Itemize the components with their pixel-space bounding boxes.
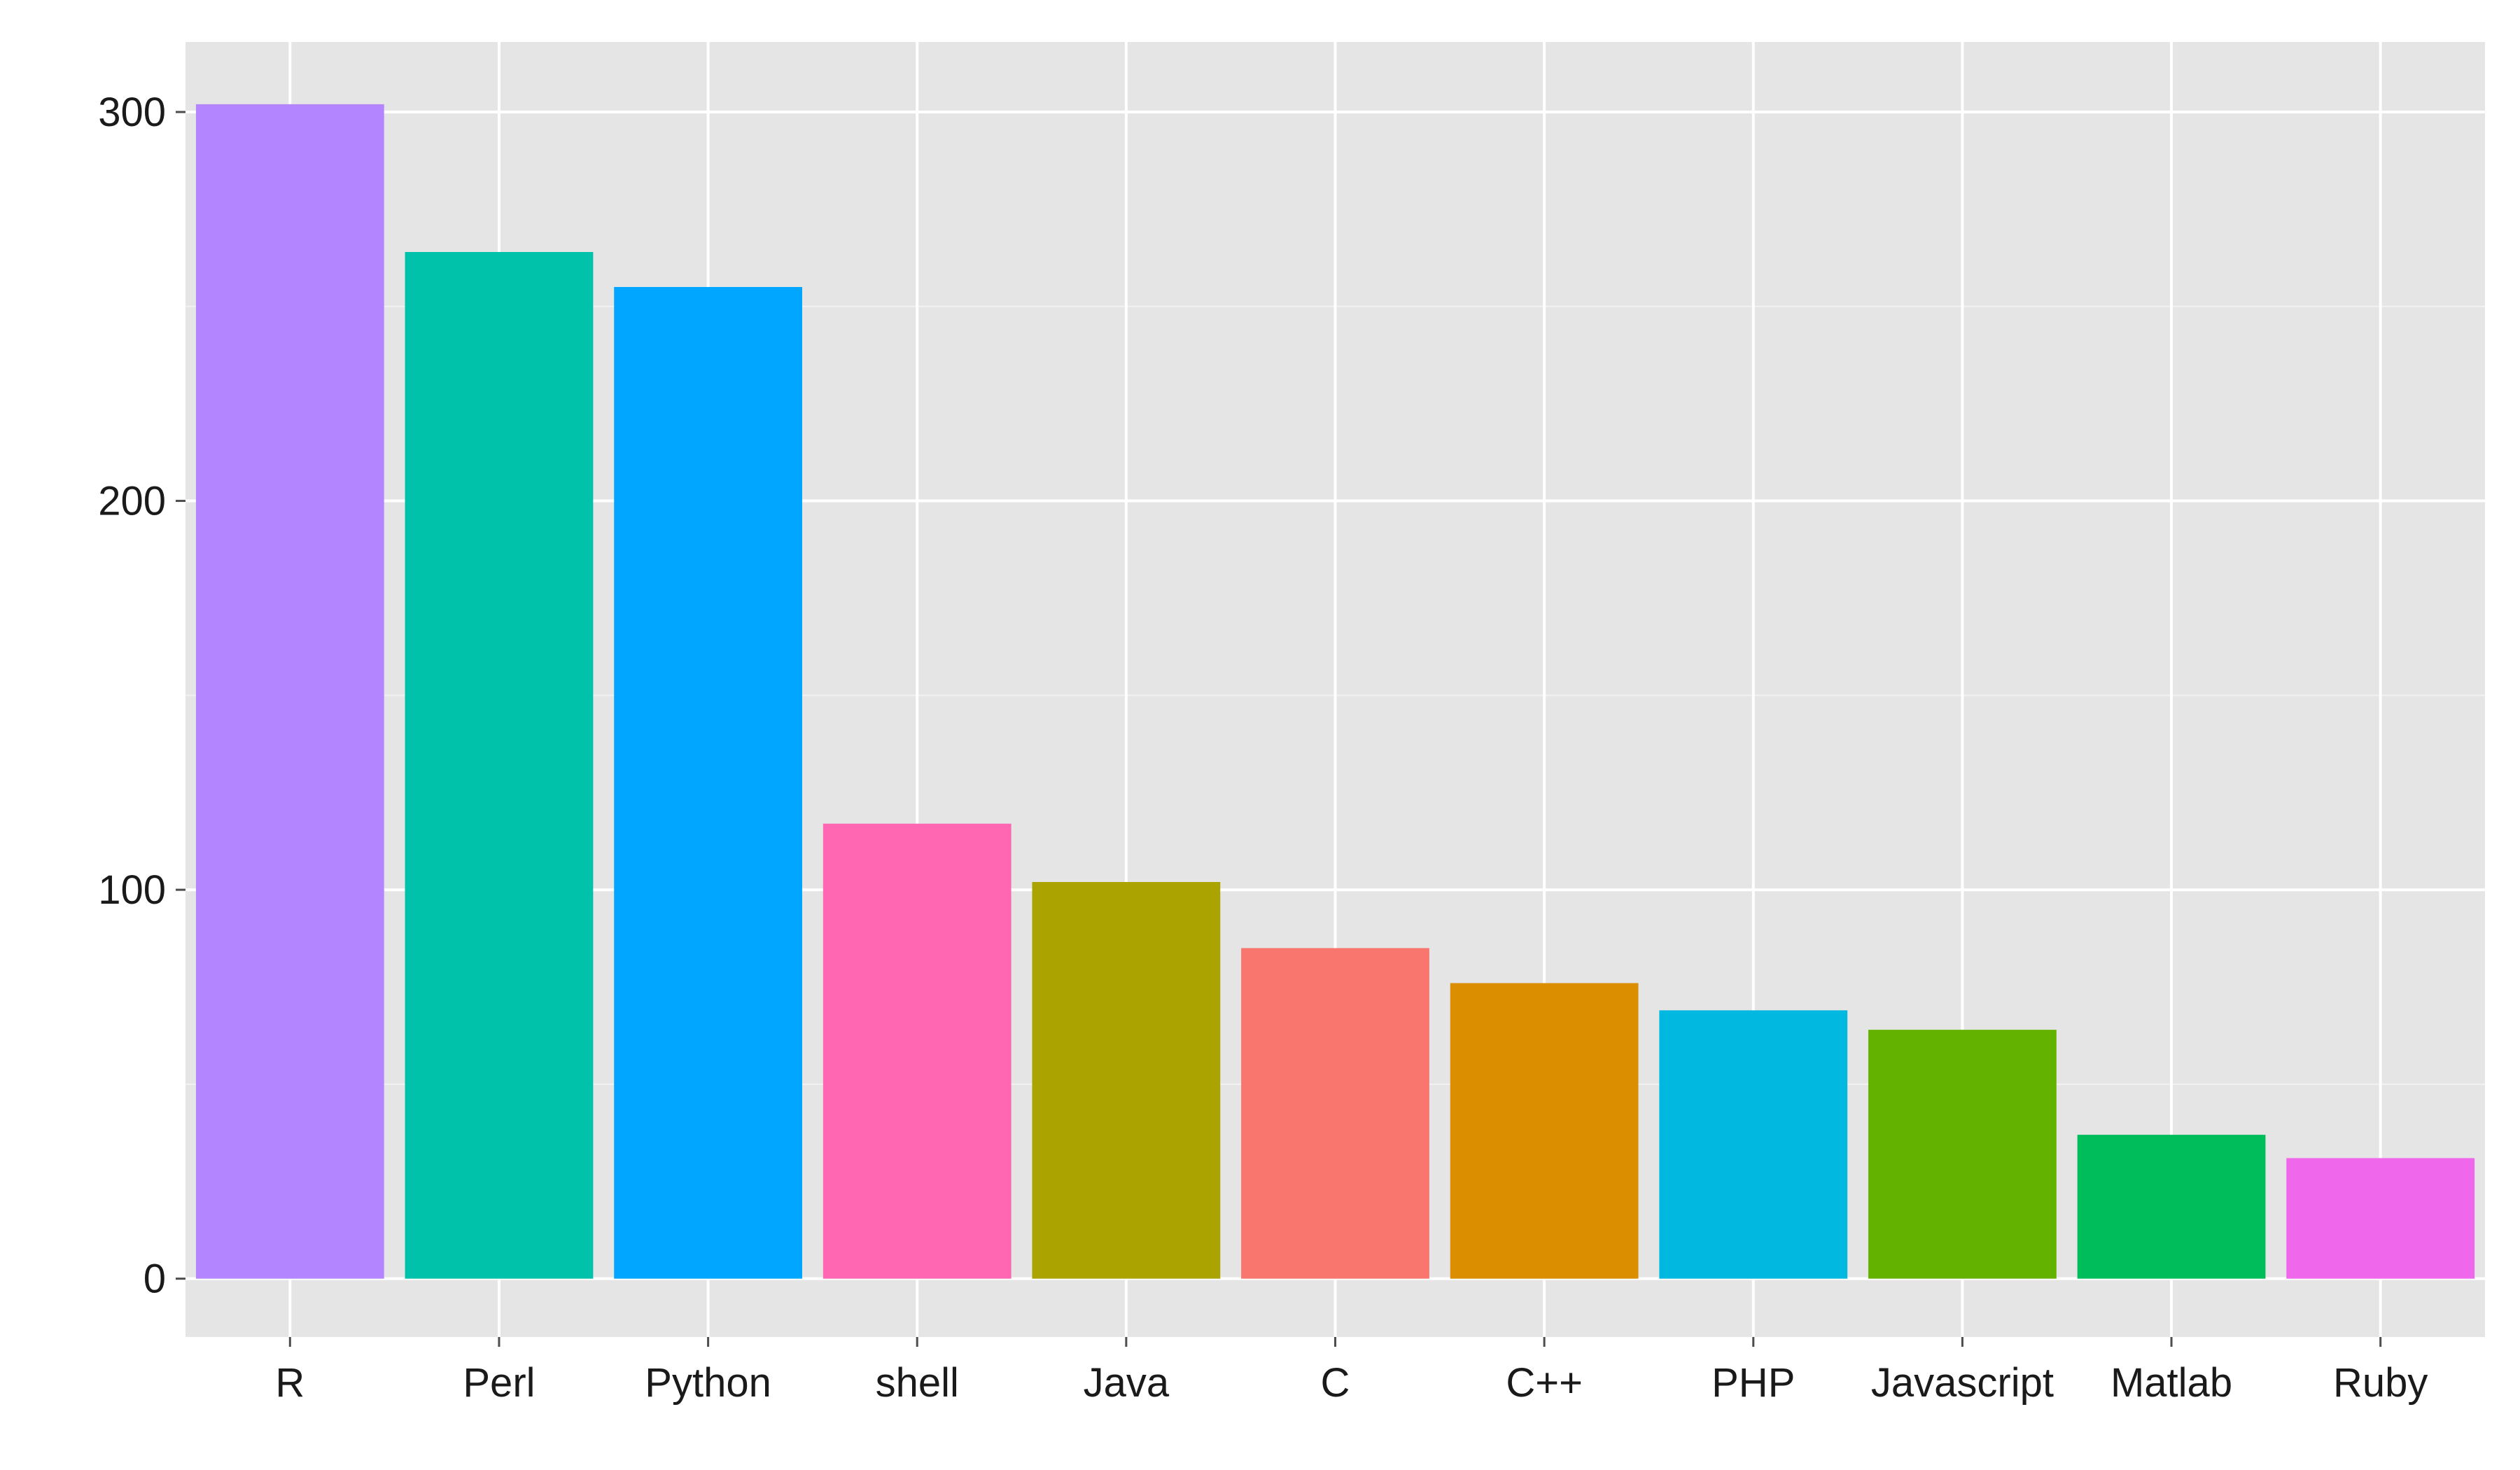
y-tick-label: 200 [98, 479, 166, 524]
bar-php [1659, 1010, 1848, 1279]
x-tick-label: R [275, 1360, 304, 1406]
x-tick-label: C++ [1506, 1360, 1583, 1406]
x-tick-label: PHP [1712, 1360, 1795, 1406]
x-tick-label: Ruby [2333, 1360, 2428, 1406]
x-tick-label: shell [876, 1360, 959, 1406]
bar-r [195, 104, 384, 1279]
bar-perl [405, 252, 594, 1279]
bar-java [1032, 882, 1221, 1279]
y-tick-label: 300 [98, 90, 166, 135]
bar-matlab [2077, 1135, 2266, 1279]
bar-javascript [1868, 1030, 2057, 1279]
bar-c- [1450, 983, 1639, 1279]
y-tick-label: 100 [98, 867, 166, 913]
x-tick-label: Matlab [2110, 1360, 2232, 1406]
x-tick-label: Javascript [1871, 1360, 2054, 1406]
x-axis: R Perl Python shell Java C C++ PHP Javascript Mat… [275, 1337, 2428, 1406]
bar-c [1241, 948, 1429, 1279]
x-tick-label: Perl [463, 1360, 535, 1406]
bar-python [614, 287, 802, 1279]
y-tick-label: 0 [144, 1256, 166, 1302]
bars [195, 104, 2475, 1279]
x-tick-label: Java [1084, 1360, 1170, 1406]
bar-shell [822, 823, 1011, 1279]
x-tick-label: C [1321, 1360, 1350, 1406]
bar-ruby [2286, 1158, 2475, 1279]
y-axis: 0 100 200 300 [98, 90, 186, 1302]
x-tick-label: Python [645, 1360, 771, 1406]
